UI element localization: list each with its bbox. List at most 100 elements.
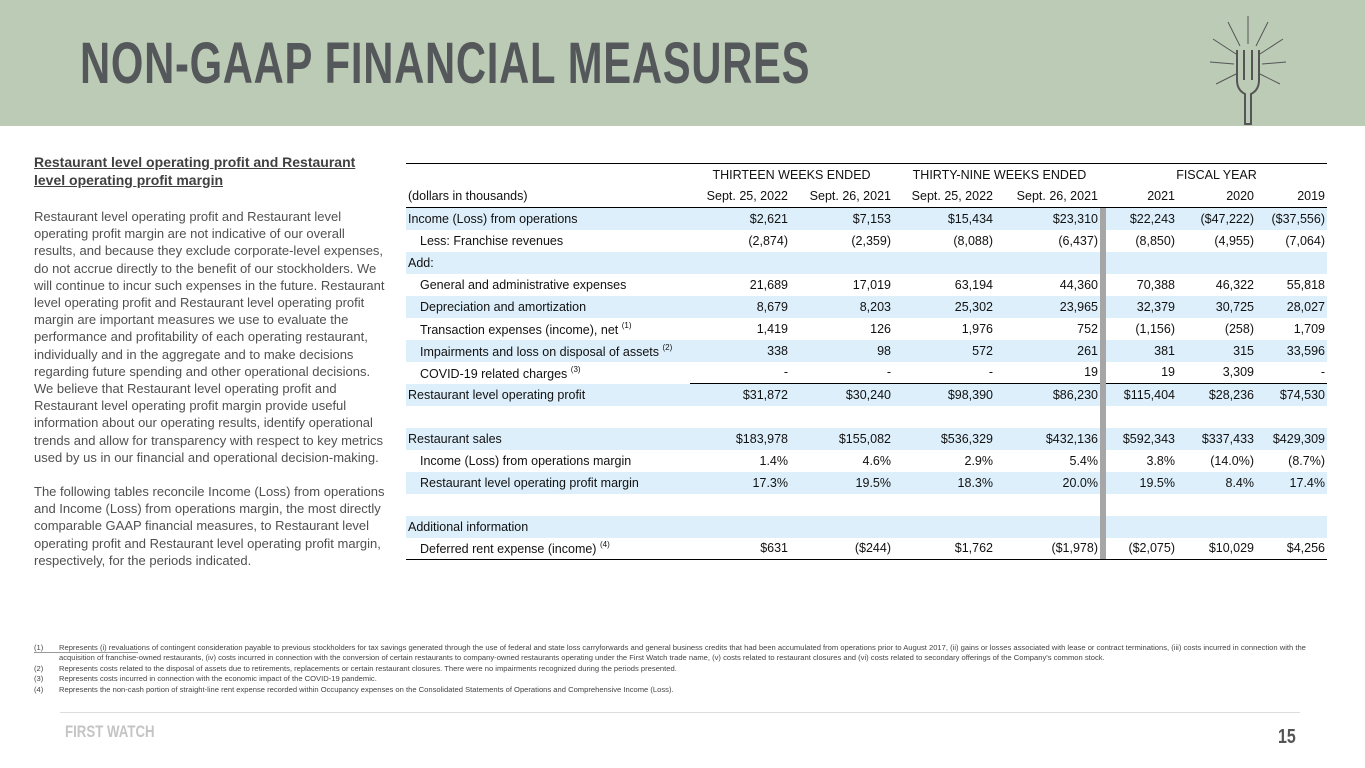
blank-cell: [1106, 406, 1177, 428]
cell: (8.7%): [1288, 453, 1325, 468]
cell: 338: [690, 339, 790, 362]
paragraph: The following tables reconcile Income (L…: [34, 484, 385, 568]
table-row: Income (Loss) from operations margin 1.4%…: [406, 449, 1327, 472]
cell: $22,243: [1106, 207, 1177, 230]
spacer-row: [406, 405, 1327, 428]
cell: $115,404: [1106, 383, 1177, 406]
cell: [995, 251, 1100, 274]
cell: $631: [760, 541, 788, 556]
fork-logo: [1209, 16, 1287, 125]
footnote: (1) Represents (i) revaluations of contin…: [34, 643, 1334, 664]
footnote: (4) Represents the non-cash portion of st…: [34, 685, 1334, 695]
separator: [1100, 361, 1106, 384]
paragraph: Restaurant level operating profit and Re…: [34, 209, 385, 465]
cell: ($1,978): [1051, 541, 1098, 556]
cell: $28,236: [1177, 383, 1256, 406]
blank-cell: [1100, 405, 1106, 428]
cell: $2,621: [690, 207, 790, 230]
footnote: (3) Represents costs incurred in connecti…: [34, 674, 1334, 684]
cell: 315: [1177, 339, 1256, 362]
row-label: Restaurant sales: [406, 427, 690, 450]
separator: [1100, 471, 1106, 494]
cell: $4,256: [1286, 541, 1325, 556]
spacer-row: [406, 493, 1327, 516]
separator: [1100, 207, 1106, 230]
cell: 572: [893, 339, 995, 362]
row-label: Additional information: [406, 515, 690, 538]
cell: -: [893, 361, 995, 384]
blank-cell: [790, 406, 893, 428]
cell: 63,194: [954, 277, 993, 292]
column-header: Sept. 26, 2021: [1016, 189, 1098, 204]
blank-cell: [995, 406, 1100, 428]
sidebar: Restaurant level operating profit and Re…: [34, 154, 390, 586]
cell: 17.3%: [690, 471, 790, 494]
label-text: Restaurant level operating profit margin: [420, 475, 639, 490]
label-text: Transaction expenses (income), net: [420, 322, 619, 337]
cell: [1256, 251, 1327, 274]
cell: $536,329: [893, 427, 995, 450]
footnote-marker: (3): [34, 674, 44, 684]
label-text: Additional information: [408, 519, 529, 534]
cell: 3,309: [1177, 361, 1256, 384]
table-row: Transaction expenses (income), net (1) 1,…: [406, 317, 1327, 340]
footnote-text: Represents costs incurred in connection …: [59, 674, 377, 684]
blank-cell: [406, 494, 690, 516]
cell: -: [790, 361, 893, 384]
cell: [690, 515, 790, 538]
blank-cell: [1106, 494, 1177, 516]
title: NON-GAAP FINANCIAL MEASURES: [80, 31, 811, 96]
note-marker: (4): [599, 540, 610, 550]
cell: 23,965: [995, 295, 1100, 318]
cell: (14.0%): [1210, 453, 1254, 468]
column-header-row: (dollars in thousands) Sept. 25, 2022 Sept…: [406, 186, 1327, 208]
label-text: Income (Loss) from operations margin: [420, 453, 632, 468]
row-label: Income (Loss) from operations margin: [406, 450, 690, 472]
footnote: (2) Represents costs related to the dispo…: [34, 664, 1334, 674]
column-header: Sept. 25, 2022: [911, 189, 993, 204]
cell: $86,230: [995, 383, 1100, 406]
column-header: (dollars in thousands): [408, 189, 528, 204]
column-header: Sept. 25, 2022: [706, 189, 788, 204]
column-header: 2020: [1226, 189, 1254, 204]
cell: 17.4%: [1256, 471, 1327, 494]
blank-cell: [1177, 406, 1256, 428]
cell: $98,390: [893, 383, 995, 406]
cell: $15,434: [893, 207, 995, 230]
cell: 17,019: [852, 277, 891, 292]
footnote-text: Represents (i) revaluations of contingen…: [59, 643, 1306, 663]
cell: 20.0%: [995, 471, 1100, 494]
cell: -: [690, 361, 790, 384]
footnote-text: Represents costs related to the disposal…: [59, 663, 677, 673]
column-header: 2019: [1297, 189, 1325, 204]
cell: 28,027: [1256, 295, 1327, 318]
row-label: Income (Loss) from operations: [406, 207, 690, 230]
cell: 4.6%: [862, 453, 892, 468]
blank-cell: [1256, 406, 1327, 428]
footnote-marker: (2): [34, 663, 44, 673]
cell: 25,302: [893, 295, 995, 318]
blank-cell: [406, 406, 690, 428]
cell: (2,359): [851, 233, 891, 248]
cell: 32,379: [1106, 295, 1177, 318]
blank-cell: [1100, 493, 1106, 516]
cell: 19: [1106, 361, 1177, 384]
cell: 98: [790, 339, 893, 362]
reconciliation-table: THIRTEEN WEEKS ENDED THIRTY-NINE WEEKS EN…: [406, 163, 1327, 560]
cell: $7,153: [790, 207, 893, 230]
row-label: Depreciation and amortization: [406, 295, 690, 318]
cell: 3.8%: [1146, 453, 1176, 468]
table-row: Income (Loss) from operations $2,621 $7,15…: [406, 207, 1327, 230]
cell: [790, 251, 893, 274]
cell: ($244): [854, 541, 891, 556]
row-label: Restaurant level operating profit margin: [406, 471, 690, 494]
cell: [690, 251, 790, 274]
cell: [893, 251, 995, 274]
table-row: Restaurant level operating profit margin…: [406, 471, 1327, 494]
cell: ($37,556): [1256, 207, 1327, 230]
cell: $23,310: [995, 207, 1100, 230]
cell: 19: [995, 361, 1100, 384]
cell: $592,343: [1106, 427, 1177, 450]
column-header: 2021: [1147, 189, 1175, 204]
